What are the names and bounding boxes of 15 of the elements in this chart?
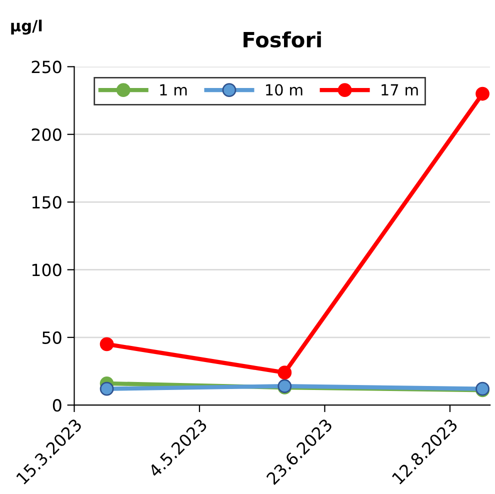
point (476, 86, 490, 101)
y-tick-label: 250 (32, 60, 62, 74)
point (278, 366, 292, 380)
y-tick-label: 50 (42, 331, 62, 344)
point (100, 337, 114, 352)
legend-label: 10 m (266, 84, 302, 96)
y-tick-label: 200 (32, 128, 62, 141)
y-tick-label: 150 (32, 196, 62, 209)
y-tick-label: 100 (32, 264, 62, 276)
point (100, 382, 114, 396)
y-axis-title: µg/l (11, 20, 42, 35)
legend-label: 17 m (382, 84, 418, 96)
y-tick-label: 0 (52, 399, 62, 412)
chart-title: Fosfori (244, 31, 321, 48)
legend-label: 1 m (160, 84, 187, 96)
